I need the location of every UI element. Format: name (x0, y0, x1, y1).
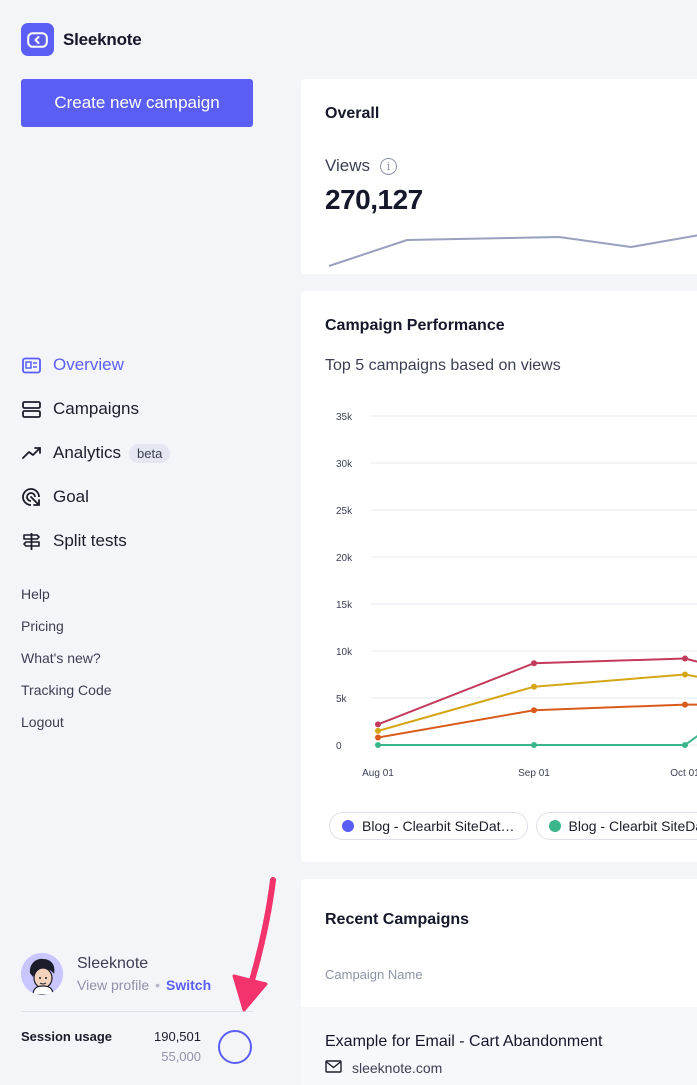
views-label: Views i (325, 156, 398, 176)
nav-label-analytics: Analytics (53, 443, 122, 462)
views-value: 270,127 (325, 184, 423, 215)
main-nav: Overview Campaigns Analytics beta Goal (21, 343, 261, 563)
nav-item-goal[interactable]: Goal (21, 475, 261, 519)
campaigns-icon (21, 399, 41, 419)
data-point[interactable] (375, 727, 381, 734)
data-point[interactable] (375, 742, 381, 748)
y-tick-label: 35k (336, 412, 353, 423)
views-sparkline (328, 234, 697, 267)
y-tick-label: 10k (336, 647, 353, 658)
nav-label-split-tests: Split tests (53, 531, 127, 550)
divider (21, 1011, 253, 1012)
x-tick-label: Oct 01 (670, 768, 697, 779)
overall-title: Overall (325, 105, 380, 122)
x-tick-label: Sep 01 (518, 768, 550, 779)
legend-item[interactable]: Blog - Clearbit SiteDat (535, 812, 697, 840)
sidebar: Sleeknote Create new campaign Overview C… (0, 0, 278, 1085)
session-usage-value: 190,501 (154, 1029, 201, 1044)
logo[interactable]: Sleeknote (21, 23, 142, 56)
chart-legend: Blog - Clearbit SiteDat… Blog - Clearbit… (329, 812, 697, 840)
data-point[interactable] (531, 660, 537, 667)
campaign-site-text: sleeknote.com (352, 1060, 443, 1076)
data-point[interactable] (531, 707, 537, 714)
overview-icon (21, 355, 41, 375)
view-profile-link[interactable]: View profile (77, 977, 150, 993)
data-point[interactable] (375, 734, 381, 741)
nav-item-campaigns[interactable]: Campaigns (21, 387, 261, 431)
profile: Sleeknote View profile • Switch (21, 953, 253, 995)
legend-swatch (342, 820, 354, 832)
campaign-name[interactable]: Example for Email - Cart Abandonment (325, 1033, 603, 1050)
y-tick-label: 20k (336, 553, 353, 564)
data-point[interactable] (375, 721, 381, 728)
data-point[interactable] (531, 742, 537, 748)
info-icon[interactable]: i (380, 157, 398, 175)
session-usage-max: 55,000 (161, 1049, 201, 1064)
nav-label-campaigns: Campaigns (53, 399, 139, 418)
avatar[interactable] (21, 953, 63, 995)
split-tests-icon (21, 531, 41, 551)
data-point[interactable] (682, 701, 688, 708)
table-row[interactable]: Example for Email - Cart Abandonment sle… (301, 1007, 697, 1085)
analytics-icon (21, 443, 41, 463)
x-tick-label: Aug 01 (362, 768, 394, 779)
link-tracking-code[interactable]: Tracking Code (21, 682, 112, 698)
link-logout[interactable]: Logout (21, 714, 64, 730)
series-line (377, 657, 697, 726)
create-campaign-button[interactable]: Create new campaign (21, 79, 253, 127)
separator-dot: • (155, 977, 161, 993)
series-line (377, 673, 697, 732)
series-line (377, 703, 697, 739)
sleeknote-logo-icon (21, 23, 54, 56)
y-tick-label: 30k (336, 459, 353, 470)
session-usage-ring (218, 1030, 252, 1064)
performance-subtitle: Top 5 campaigns based on views (325, 357, 561, 374)
link-pricing[interactable]: Pricing (21, 618, 64, 634)
recent-campaigns-card: Recent Campaigns Campaign Name Example f… (301, 879, 697, 1085)
nav-item-overview[interactable]: Overview (21, 343, 261, 387)
legend-item[interactable]: Blog - Clearbit SiteDat… (329, 812, 528, 840)
goal-icon (21, 487, 41, 507)
nav-item-analytics[interactable]: Analytics beta (21, 431, 261, 475)
performance-chart: 0 5k 10k 15k 20k 25k 30k 35k Aug 01 Sep 01 Oct 01 (336, 412, 697, 779)
link-help[interactable]: Help (21, 586, 50, 602)
data-point[interactable] (682, 742, 688, 748)
legend-label: Blog - Clearbit SiteDat… (362, 818, 515, 834)
campaign-performance-card: Campaign Performance Top 5 campaigns bas… (301, 291, 697, 862)
overall-card: Overall Views i 270,127 (301, 79, 697, 274)
performance-title: Campaign Performance (325, 317, 505, 334)
series-line (378, 735, 697, 746)
profile-name: Sleeknote (77, 955, 149, 972)
logo-text: Sleeknote (63, 29, 142, 49)
beta-badge: beta (129, 443, 171, 463)
link-whats-new[interactable]: What's new? (21, 650, 101, 666)
data-point[interactable] (531, 683, 537, 690)
switch-account-link[interactable]: Switch (166, 977, 212, 993)
secondary-links: Help Pricing What's new? Tracking Code L… (21, 578, 112, 738)
y-tick-label: 25k (336, 506, 353, 517)
y-tick-label: 15k (336, 600, 353, 611)
campaign-site: sleeknote.com (325, 1060, 442, 1076)
y-tick-label: 5k (336, 694, 348, 705)
legend-label: Blog - Clearbit SiteDat (568, 818, 697, 834)
y-tick-label: 0 (336, 741, 342, 752)
recent-title: Recent Campaigns (325, 911, 470, 928)
nav-item-split-tests[interactable]: Split tests (21, 519, 261, 563)
nav-label-goal: Goal (53, 487, 89, 506)
data-point[interactable] (682, 671, 688, 678)
nav-label-overview: Overview (53, 355, 124, 374)
legend-swatch (548, 820, 561, 832)
mail-icon (325, 1060, 342, 1076)
column-header-campaign-name[interactable]: Campaign Name (325, 967, 423, 982)
data-point[interactable] (682, 655, 688, 662)
views-label-text: Views (325, 156, 371, 175)
session-usage-label: Session usage (21, 1029, 113, 1044)
annotation-arrow-icon (232, 877, 276, 1012)
